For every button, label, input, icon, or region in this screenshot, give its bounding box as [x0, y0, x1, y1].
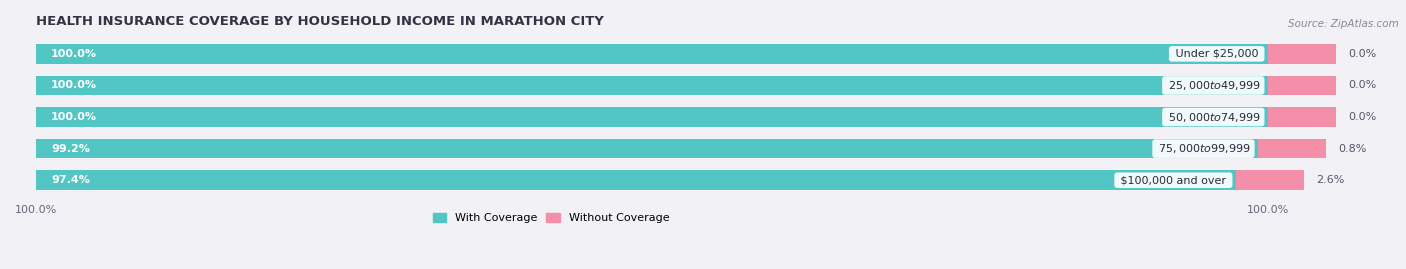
Bar — [1236, 171, 1303, 190]
Text: HEALTH INSURANCE COVERAGE BY HOUSEHOLD INCOME IN MARATHON CITY: HEALTH INSURANCE COVERAGE BY HOUSEHOLD I… — [37, 15, 605, 28]
Text: $75,000 to $99,999: $75,000 to $99,999 — [1156, 142, 1251, 155]
Bar — [37, 44, 1268, 64]
Bar — [37, 76, 1268, 95]
Text: $100,000 and over: $100,000 and over — [1118, 175, 1230, 185]
Text: 100.0%: 100.0% — [51, 80, 97, 90]
Text: 2.6%: 2.6% — [1316, 175, 1344, 185]
Text: 0.8%: 0.8% — [1339, 144, 1367, 154]
Bar — [37, 76, 1268, 95]
Text: Under $25,000: Under $25,000 — [1171, 49, 1261, 59]
Text: Source: ZipAtlas.com: Source: ZipAtlas.com — [1288, 19, 1399, 29]
Bar — [37, 44, 1268, 64]
Text: 0.0%: 0.0% — [1348, 112, 1376, 122]
Text: 0.0%: 0.0% — [1348, 49, 1376, 59]
Bar — [37, 139, 1258, 158]
Legend: With Coverage, Without Coverage: With Coverage, Without Coverage — [430, 210, 672, 225]
Bar — [1268, 107, 1336, 127]
Bar — [37, 107, 1268, 127]
Text: 0.0%: 0.0% — [1348, 80, 1376, 90]
Bar — [1268, 76, 1336, 95]
Bar — [37, 107, 1268, 127]
Text: 100.0%: 100.0% — [51, 49, 97, 59]
Bar — [1268, 44, 1336, 64]
Text: $25,000 to $49,999: $25,000 to $49,999 — [1166, 79, 1261, 92]
Text: 97.4%: 97.4% — [51, 175, 90, 185]
Text: 99.2%: 99.2% — [51, 144, 90, 154]
Text: $50,000 to $74,999: $50,000 to $74,999 — [1166, 111, 1261, 123]
Bar — [37, 171, 1268, 190]
Bar — [1258, 139, 1326, 158]
Text: 100.0%: 100.0% — [51, 112, 97, 122]
Bar — [37, 139, 1268, 158]
Bar — [37, 171, 1236, 190]
